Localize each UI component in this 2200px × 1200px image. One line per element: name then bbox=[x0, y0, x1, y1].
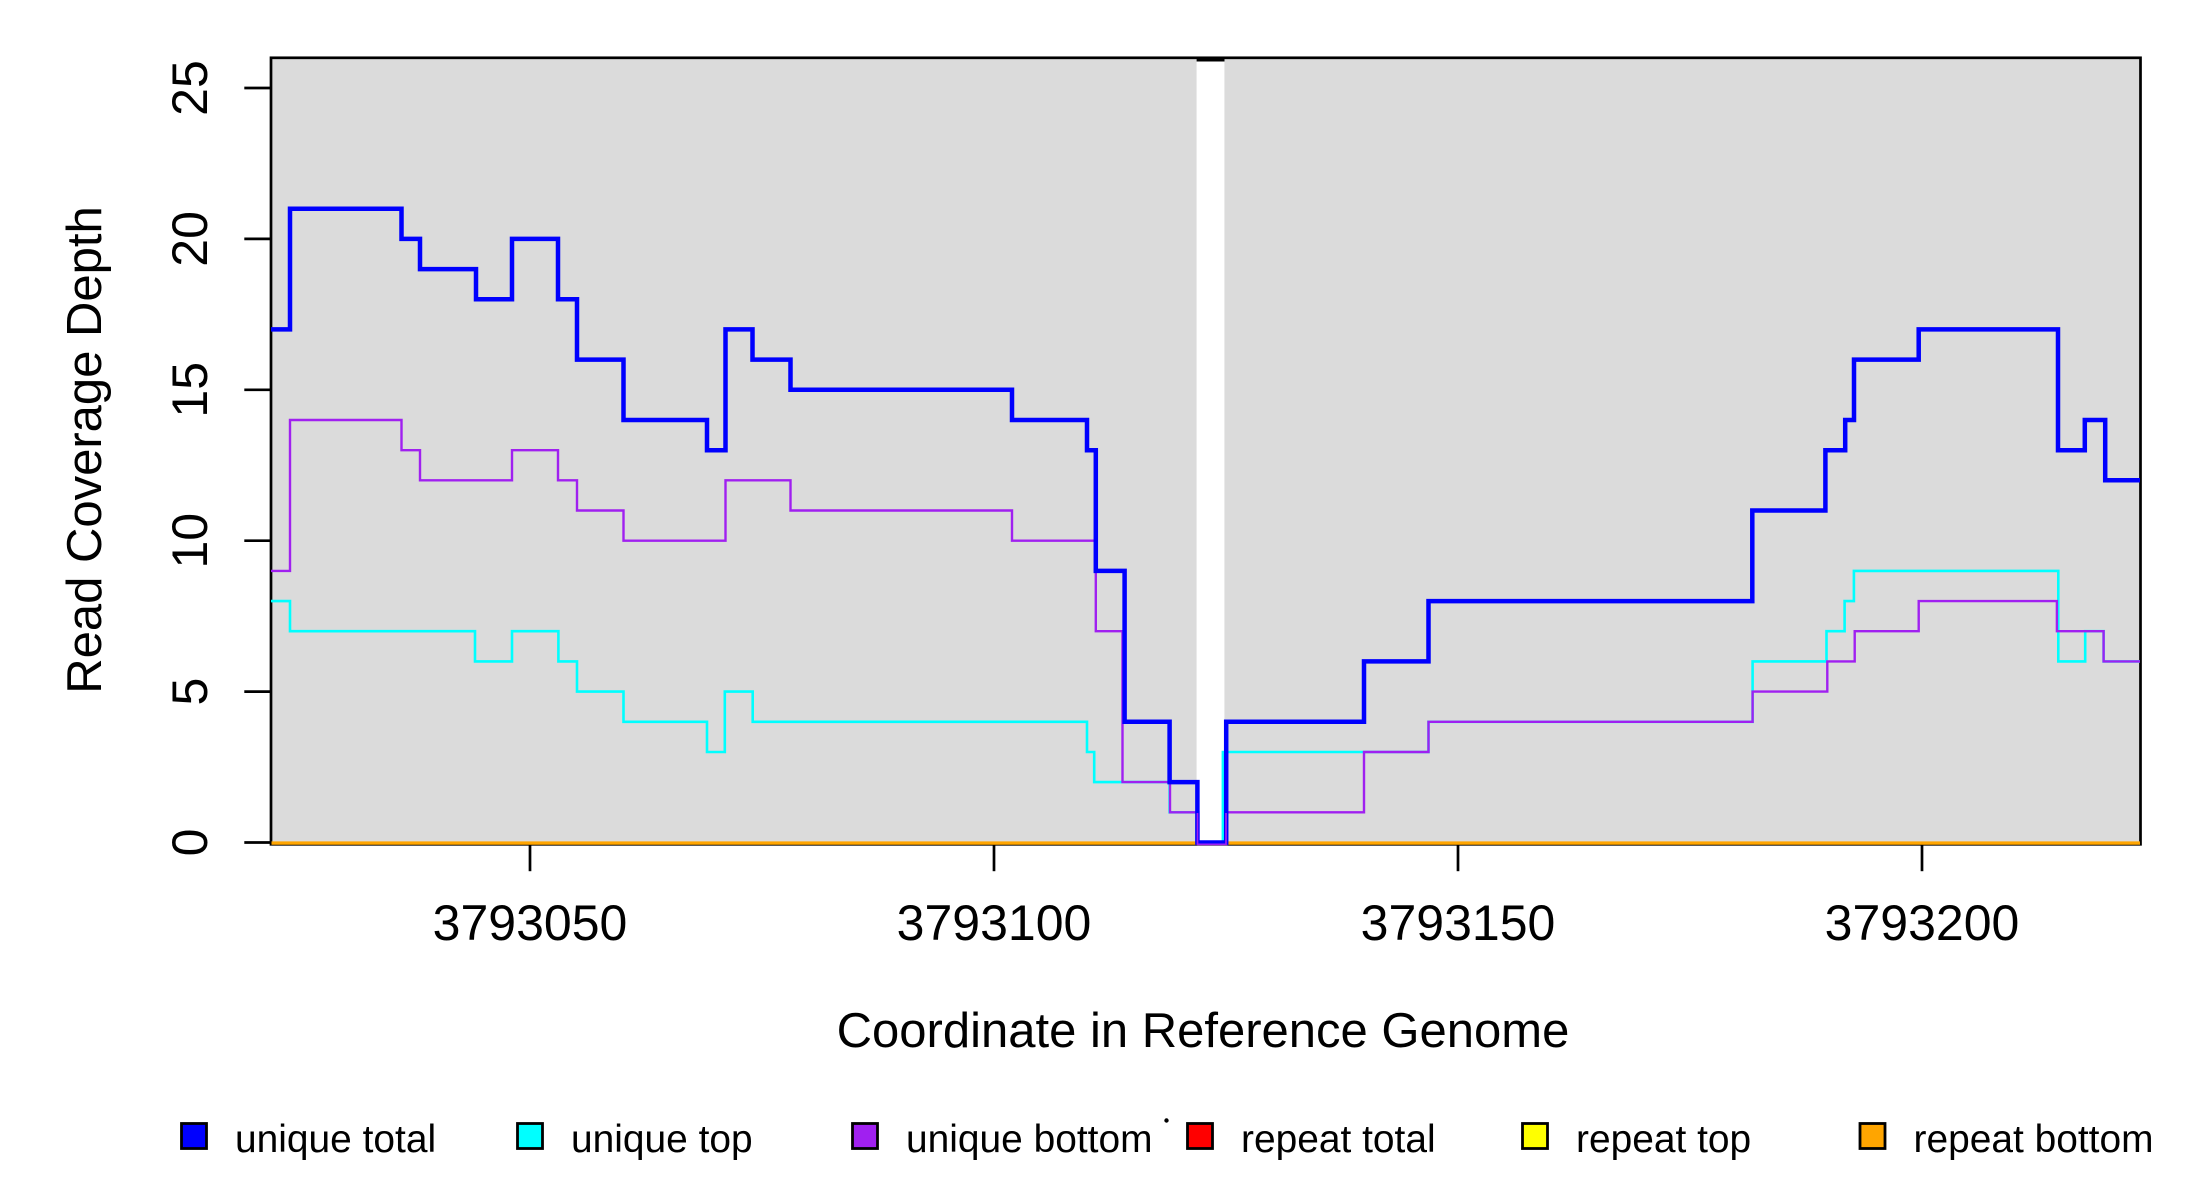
svg-text:3793100: 3793100 bbox=[897, 895, 1092, 951]
svg-text:repeat bottom: repeat bottom bbox=[1914, 1118, 2154, 1161]
svg-text:3793200: 3793200 bbox=[1825, 895, 2020, 951]
svg-text:3793050: 3793050 bbox=[433, 895, 628, 951]
svg-text:0: 0 bbox=[162, 829, 218, 857]
svg-text:20: 20 bbox=[162, 211, 218, 267]
svg-text:unique top: unique top bbox=[571, 1118, 753, 1161]
svg-text:5: 5 bbox=[162, 678, 218, 706]
svg-text:25: 25 bbox=[162, 60, 218, 116]
svg-text:15: 15 bbox=[162, 362, 218, 418]
svg-text:10: 10 bbox=[162, 513, 218, 569]
svg-text:repeat top: repeat top bbox=[1576, 1118, 1751, 1161]
svg-text:unique total: unique total bbox=[235, 1118, 436, 1161]
svg-text:Read Coverage Depth: Read Coverage Depth bbox=[58, 206, 112, 694]
svg-text:3793150: 3793150 bbox=[1361, 895, 1556, 951]
svg-text:Coordinate in Reference Genome: Coordinate in Reference Genome bbox=[837, 1004, 1570, 1058]
svg-text:repeat total: repeat total bbox=[1241, 1118, 1436, 1161]
svg-text:unique bottom: unique bottom bbox=[906, 1118, 1153, 1161]
